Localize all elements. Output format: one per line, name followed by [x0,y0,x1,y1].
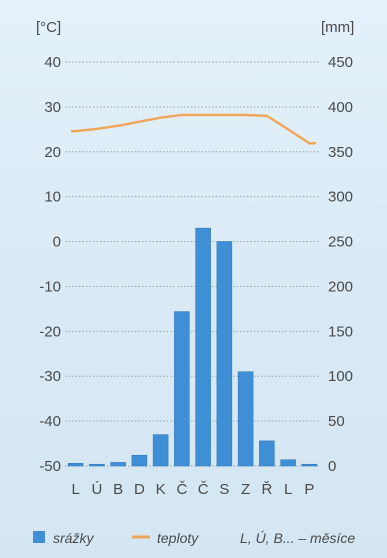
legend-srazky-label: srážky [53,530,94,546]
precipitation-bar-11 [301,463,318,467]
temperature-line [70,113,317,145]
precipitation-bar-8 [237,371,254,467]
month-label-6: Č [198,481,209,498]
right-tick-label-1: 400 [328,99,353,116]
left-tick-label-6: -20 [39,323,61,340]
legend: srážky teploty L, Ú, B... – měsíce [33,530,355,546]
left-tick-label-9: -50 [39,458,61,475]
right-tick-label-9: 0 [328,458,336,475]
right-tick-label-7: 100 [328,368,353,385]
right-tick-label-8: 50 [328,413,345,430]
right-tick-label-3: 300 [328,189,353,206]
precipitation-bar-10 [280,459,296,467]
month-label-3: D [134,481,145,498]
month-label-5: Č [176,481,187,498]
temperature-line-group [70,113,317,145]
legend-note: L, Ú, B... – měsíce [240,530,355,546]
month-label-2: B [113,481,123,498]
month-label-0: L [71,481,79,498]
precipitation-bar-6 [195,227,211,467]
precipitation-bar-9 [259,440,275,467]
left-tick-label-3: 10 [44,189,61,206]
left-tick-label-4: 0 [53,234,61,251]
left-axis-unit: [°C] [36,19,61,36]
legend-srazky-swatch [33,531,45,543]
right-tick-label-5: 200 [328,278,353,295]
month-label-9: Ř [261,481,272,498]
left-tick-label-7: -30 [39,368,61,385]
right-tick-label-6: 150 [328,323,353,340]
right-tick-label-0: 450 [328,54,353,71]
left-tick-label-5: -10 [39,278,61,295]
left-tick-label-0: 40 [44,54,61,71]
precipitation-bars [67,227,318,467]
grid-lines [65,61,320,467]
precipitation-bar-0 [67,463,84,467]
month-label-1: Ú [91,481,102,498]
right-tick-label-4: 250 [328,234,353,251]
precipitation-bar-5 [174,311,190,467]
right-axis-ticks: 450 400 350 300 250 200 150 100 50 0 [328,54,353,475]
precipitation-bar-1 [89,463,105,467]
month-label-4: K [156,481,166,498]
month-label-11: P [304,481,314,498]
precipitation-bar-2 [110,462,126,467]
left-tick-label-2: 20 [44,144,61,161]
precipitation-bar-3 [131,454,148,467]
right-tick-label-2: 350 [328,144,353,161]
month-label-7: S [219,481,229,498]
month-label-10: L [284,481,292,498]
precipitation-bar-4 [152,434,169,467]
precipitation-bar-7 [216,241,233,467]
right-axis-unit: [mm] [321,19,354,36]
left-tick-label-1: 30 [44,99,61,116]
left-axis-ticks: 40 30 20 10 0 -10 -20 -30 -40 -50 [39,54,61,475]
month-label-8: Z [241,481,250,498]
left-tick-label-8: -40 [39,413,61,430]
legend-teploty-label: teploty [157,530,199,546]
